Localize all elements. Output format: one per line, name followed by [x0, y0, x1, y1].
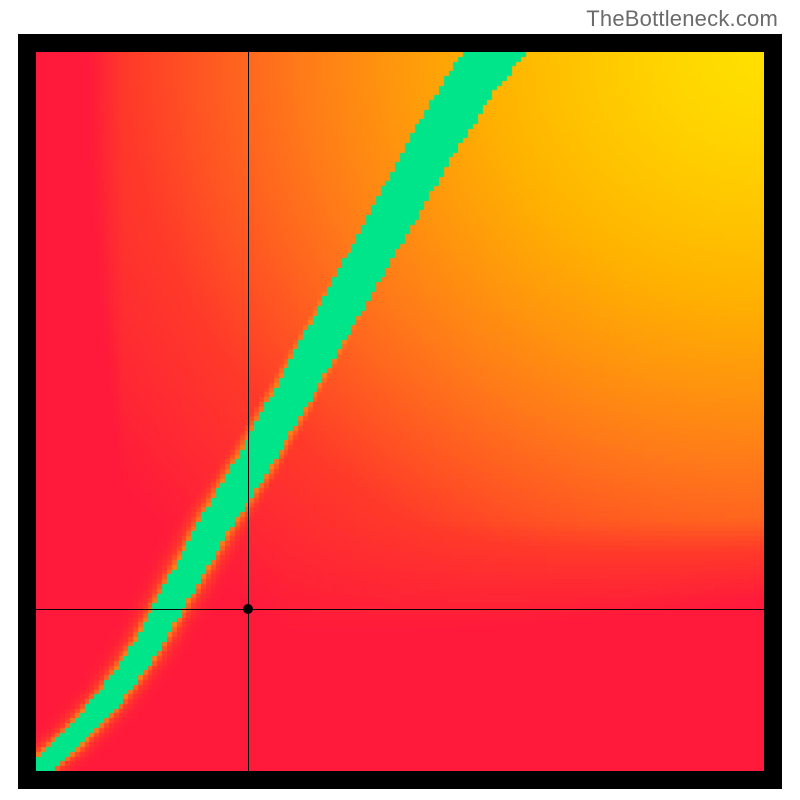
crosshair-horizontal	[36, 609, 764, 610]
plot-frame	[18, 34, 782, 789]
crosshair-dot	[243, 604, 253, 614]
plot-area	[36, 52, 764, 771]
watermark-text: TheBottleneck.com	[586, 6, 778, 32]
bottleneck-heatmap	[36, 52, 764, 771]
crosshair-vertical	[248, 52, 249, 771]
